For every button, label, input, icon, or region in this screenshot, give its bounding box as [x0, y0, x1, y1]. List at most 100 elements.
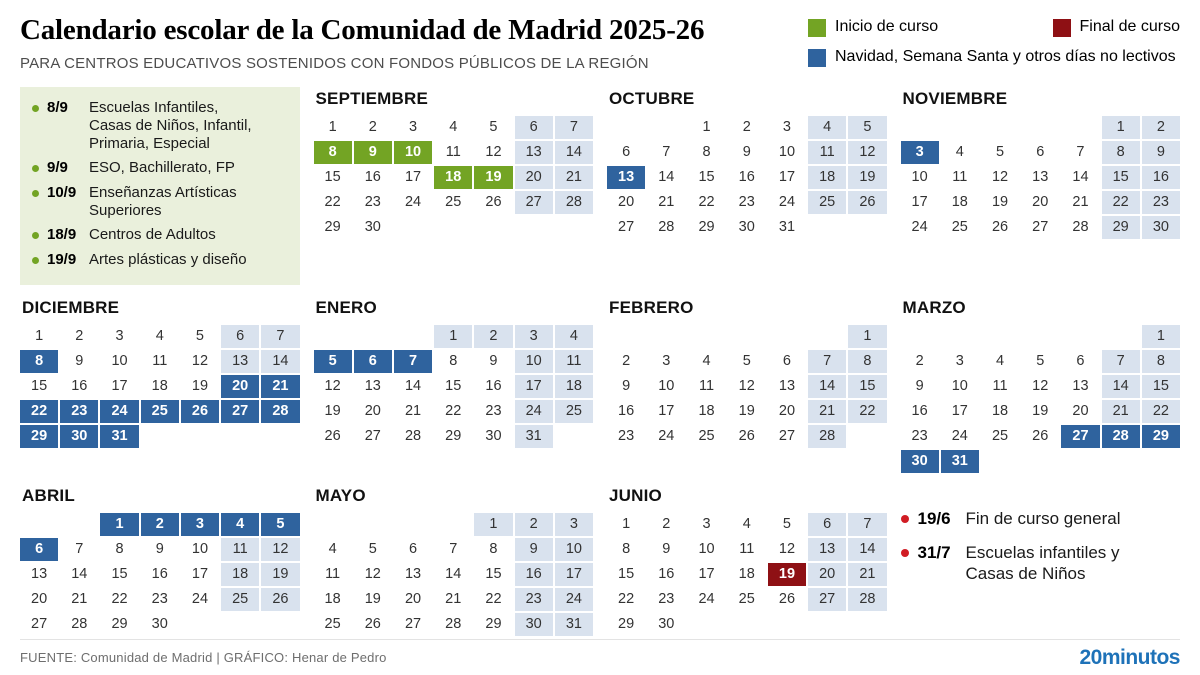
note-text: Fin de curso general: [965, 508, 1121, 528]
inicio-swatch-icon: [808, 19, 826, 37]
month-title: DICIEMBRE: [22, 297, 120, 317]
day-cell: 11: [980, 374, 1020, 398]
day-cell: 3: [180, 512, 220, 536]
start-dates-box: 8/9 Escuelas Infantiles, Casas de Niños,…: [20, 86, 300, 285]
empty-cell: [981, 116, 1019, 139]
day-cell: 15: [100, 562, 139, 586]
day-cell: 28: [647, 215, 686, 239]
month-title: ABRIL: [22, 485, 75, 505]
day-cell: 22: [474, 587, 513, 611]
day-cell: 24: [687, 587, 726, 611]
day-cell: 26: [727, 424, 766, 448]
day-cell: 12: [767, 537, 807, 561]
day-cell: 8: [1141, 349, 1180, 373]
start-note-item: 19/9 Artes plásticas y diseño: [32, 251, 290, 269]
calendar-septiembre: SEPTIEMBRE 1 2 3 4 5 6 7 8 9 10 11 12 13 14 15 16 17 18 19…: [313, 87, 593, 239]
day-cell: 29: [1101, 215, 1140, 239]
day-cell: 12: [727, 374, 766, 398]
day-cell: 23: [727, 190, 766, 214]
day-cell: 23: [647, 587, 686, 611]
day-cell: 9: [647, 537, 686, 561]
day-cell: 3: [554, 512, 593, 536]
day-cell: 29: [474, 612, 513, 636]
calendar-junio: JUNIO 1 2 3 4 5 6 7 8 9 10 11 12 13 14 15 16 17 18 19 20 21 2…: [607, 484, 887, 636]
day-cell: 17: [647, 399, 686, 423]
empty-cell: [394, 325, 432, 348]
day-cell: 19: [261, 562, 300, 586]
day-cell: 12: [180, 349, 220, 373]
day-cell: 18: [434, 165, 473, 189]
day-cell: 7: [808, 349, 847, 373]
day-cell: 20: [808, 562, 847, 586]
calendar-marzo: MARZO 1 2 3 4 5 6 7 8 9 10 11 12 13 14 15 16 17 18 19 20 21 2…: [900, 296, 1180, 473]
day-cell: 14: [1061, 165, 1100, 189]
day-cell: 18: [808, 165, 847, 189]
day-cell: 12: [980, 165, 1020, 189]
day-cell: 10: [767, 140, 807, 164]
day-cell: 8: [474, 537, 513, 561]
brand-logo: 20minutos: [1079, 646, 1180, 670]
empty-cell: [607, 116, 645, 139]
day-cell: 30: [1141, 215, 1180, 239]
day-cell: 26: [848, 190, 887, 214]
day-cell: 13: [767, 374, 807, 398]
day-cell: 13: [353, 374, 392, 398]
day-cell: 11: [140, 349, 179, 373]
day-cell: 17: [554, 562, 593, 586]
empty-cell: [60, 513, 98, 536]
empty-cell: [647, 116, 685, 139]
day-cell: 18: [940, 190, 979, 214]
day-cell: 7: [60, 537, 99, 561]
day-cell: 25: [687, 424, 726, 448]
day-cell: 3: [647, 349, 686, 373]
day-cell: 9: [60, 349, 99, 373]
day-cell: 24: [900, 215, 939, 239]
day-cell: 23: [900, 424, 939, 448]
month-grid: 1 2 3 4 5 6 7 8 9 10 11 12 13 14 15 16 17 18 19 20 21 22 23 24 2…: [313, 512, 593, 636]
day-cell: 2: [140, 512, 179, 536]
day-cell: 1: [1101, 115, 1140, 139]
legend: Inicio de curso Final de curso Navidad, …: [808, 14, 1180, 77]
day-cell: 7: [393, 349, 433, 373]
day-cell: 2: [1141, 115, 1180, 139]
day-cell: 19: [180, 374, 220, 398]
month-title: MAYO: [315, 485, 366, 505]
note-text: Escuelas infantiles y Casas de Niños: [965, 543, 1120, 584]
month-grid: 1 2 3 4 5 6 7 8 9 10 11 12 13 14 15 16 17 18 19 20 21 22 23 24 2…: [607, 115, 887, 239]
day-cell: 22: [687, 190, 726, 214]
day-cell: 14: [647, 165, 686, 189]
day-cell: 22: [848, 399, 887, 423]
day-cell: 5: [353, 537, 392, 561]
day-cell: 15: [313, 165, 352, 189]
day-cell: 20: [514, 165, 553, 189]
day-cell: 13: [607, 165, 646, 189]
day-cell: 10: [940, 374, 979, 398]
brand-logo-minutos: minutos: [1101, 645, 1181, 669]
calendar-octubre: OCTUBRE 1 2 3 4 5 6 7 8 9 10 11 12 13 14 15 16 17 18 19 20 2…: [607, 87, 887, 239]
day-cell: 2: [727, 115, 766, 139]
bullet-icon: [900, 549, 909, 558]
day-cell: 9: [514, 537, 553, 561]
day-cell: 7: [261, 324, 300, 348]
day-cell: 1: [1141, 324, 1180, 348]
month-title: SEPTIEMBRE: [315, 88, 429, 108]
day-cell: 16: [727, 165, 766, 189]
day-cell: 14: [393, 374, 433, 398]
day-cell: 24: [554, 587, 593, 611]
day-cell: 12: [848, 140, 887, 164]
day-cell: 19: [474, 165, 513, 189]
day-cell: 29: [687, 215, 726, 239]
day-cell: 4: [980, 349, 1020, 373]
day-cell: 19: [727, 399, 766, 423]
day-cell: 27: [393, 612, 433, 636]
day-cell: 28: [1101, 424, 1140, 448]
day-cell: 29: [607, 612, 646, 636]
calendar-diciembre: DICIEMBRE 1 2 3 4 5 6 7 8 9 10 11 12 13 14 15 16 17 18 19 2…: [20, 296, 300, 448]
day-cell: 19: [313, 399, 352, 423]
day-cell: 31: [940, 449, 979, 473]
note-date: 19/6: [917, 508, 951, 528]
day-cell: 11: [313, 562, 352, 586]
day-cell: 28: [60, 612, 99, 636]
day-cell: 31: [554, 612, 593, 636]
day-cell: 6: [1021, 140, 1060, 164]
